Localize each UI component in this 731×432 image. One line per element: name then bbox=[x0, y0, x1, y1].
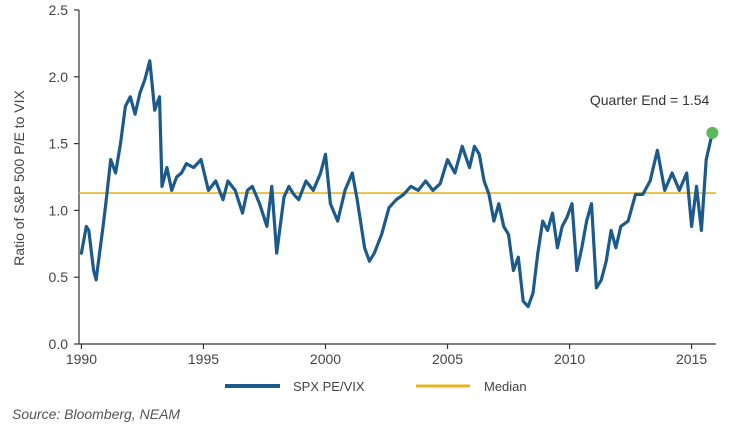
legend-label-spx: SPX PE/VIX bbox=[293, 379, 365, 394]
quarter-end-label: Quarter End = 1.54 bbox=[590, 92, 710, 108]
chart: 0.0 0.5 1.0 1.5 2.0 2.5 1990 1995 2000 2005 2010 2… bbox=[11, 2, 719, 394]
x-tick-label: 2015 bbox=[676, 351, 707, 367]
x-tick-label: 2010 bbox=[554, 351, 585, 367]
legend-label-median: Median bbox=[484, 379, 527, 394]
y-tick-label: 2.5 bbox=[49, 2, 69, 18]
spx-pe-vix-series bbox=[79, 59, 714, 309]
x-axis: 1990 1995 2000 2005 2010 2015 bbox=[66, 343, 716, 367]
legend: SPX PE/VIX Median bbox=[225, 379, 527, 394]
y-tick-label: 0.5 bbox=[49, 269, 69, 285]
x-tick-label: 2000 bbox=[310, 351, 341, 367]
x-tick-label: 1995 bbox=[188, 351, 219, 367]
spx-pe-vix-line bbox=[79, 59, 714, 309]
source-note: Source: Bloomberg, NEAM bbox=[12, 406, 181, 422]
x-tick-label: 2005 bbox=[432, 351, 463, 367]
x-tick-label: 1990 bbox=[66, 351, 97, 367]
annotation: Quarter End = 1.54 bbox=[590, 92, 719, 139]
y-tick-label: 1.5 bbox=[49, 136, 69, 152]
y-axis-label: Ratio of S&P 500 P/E to VIX bbox=[11, 90, 27, 266]
y-tick-label: 1.0 bbox=[49, 202, 69, 218]
quarter-end-marker bbox=[706, 126, 719, 139]
y-axis: 0.0 0.5 1.0 1.5 2.0 2.5 bbox=[49, 2, 80, 352]
y-tick-label: 0.0 bbox=[49, 336, 69, 352]
y-tick-label: 2.0 bbox=[49, 69, 69, 85]
